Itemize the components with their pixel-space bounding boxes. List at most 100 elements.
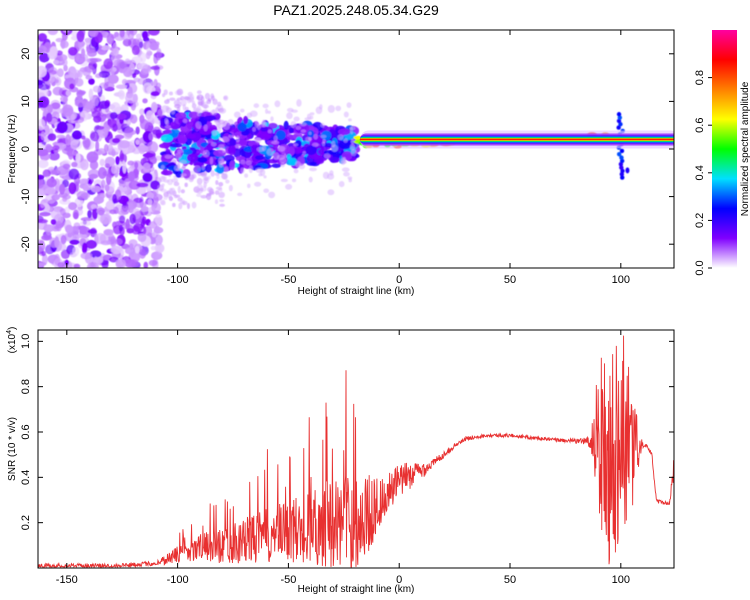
spectrogram-blob (156, 48, 162, 59)
spectrogram-blob (233, 111, 241, 118)
spectrogram-blob (41, 250, 46, 257)
spectrogram-blob (115, 84, 128, 90)
spectrogram-blob (175, 167, 182, 172)
spectrogram-blob (91, 96, 100, 107)
spectrogram-blob (38, 148, 49, 157)
spectrogram-blob (145, 110, 155, 121)
spectrogram-blob (261, 119, 266, 127)
spectrogram-blob (65, 134, 71, 146)
spectrogram-blob (141, 216, 147, 225)
spectrogram-blob (295, 160, 301, 168)
spectrogram-blob (93, 195, 105, 204)
spectrogram-blob (129, 213, 137, 225)
spectrogram-blob (64, 224, 74, 234)
spectrogram-blob (235, 143, 241, 149)
spectrogram-blob (175, 112, 187, 119)
spectrogram-heatmap (38, 30, 674, 268)
spectrogram-blob (620, 175, 625, 180)
spectrogram-blob (327, 105, 335, 113)
spectrogram-blob (90, 204, 97, 210)
spectrogram-blob (188, 111, 200, 119)
spectrogram-blob (273, 135, 278, 142)
spectrogram-blob (88, 78, 95, 85)
spectrogram-blob (68, 202, 78, 211)
spectrogram-blob (111, 164, 118, 175)
spectrogram-blob (204, 92, 211, 100)
spectrogram-blob (107, 74, 119, 84)
spectrogram-blob (265, 108, 269, 114)
spectrogram-blob (246, 112, 253, 119)
spectrogram-blob (56, 134, 66, 139)
colorbar-tick-label: 0.8 (694, 70, 706, 85)
spectrogram-blob (95, 125, 105, 130)
spectrogram-blob (38, 174, 45, 180)
spectrogram-blob (221, 136, 230, 143)
spectrogram-blob (101, 179, 106, 189)
spectrogram-blob (103, 144, 109, 153)
spectrogram-blob (155, 82, 161, 89)
spectrogram-blob (247, 183, 251, 189)
spectrogram-blob (262, 103, 269, 109)
snr-xlabel: Height of straight line (km) (298, 584, 415, 595)
spectrogram-blob (59, 183, 66, 195)
spectrogram-blob (137, 77, 146, 85)
spectrogram-blob (99, 158, 105, 167)
spectrogram-blob (620, 168, 625, 174)
spectrogram-blob (60, 234, 67, 245)
spectrogram-blob (69, 239, 80, 245)
snr-series (38, 335, 674, 568)
spectrogram-blob (67, 149, 74, 160)
spectrogram-blob (164, 154, 173, 159)
spectrogram-blob (141, 64, 152, 74)
spectrogram-blob (150, 91, 160, 97)
spectrogram-blob (172, 202, 176, 208)
x-tick-label: 50 (504, 574, 516, 586)
y-tick-label: 0.6 (20, 424, 32, 439)
spectrogram-blob (203, 124, 208, 132)
spectrogram-blob (141, 30, 149, 40)
spectrogram-blob (116, 59, 127, 71)
spectrogram-blob (171, 110, 176, 115)
spectrogram-blob (134, 161, 139, 169)
spectrogram-blob (353, 135, 362, 140)
spectrogram-blob (295, 125, 302, 130)
spectrogram-ylabel: Frequency (Hz) (7, 115, 18, 184)
spectrogram-blob (126, 228, 135, 234)
spectrogram-blob (616, 152, 622, 157)
spectrogram-blob (62, 163, 71, 170)
spectrogram-tone (359, 130, 674, 149)
spectrogram-blob (122, 66, 133, 78)
spectrogram-blob (180, 189, 186, 194)
spectrogram-blob (148, 259, 158, 267)
spectrogram-blob (211, 129, 218, 136)
spectrogram-blob (288, 127, 295, 134)
spectrogram-blob (337, 134, 344, 141)
spectrogram-blob (164, 100, 169, 105)
spectrogram-blob (319, 104, 323, 110)
spectrogram-blob (38, 240, 46, 252)
y-tick-label: 0.8 (20, 379, 32, 394)
spectrogram-blob (148, 221, 158, 229)
y-tick-label: 0.4 (20, 470, 32, 485)
spectrogram-blob (146, 191, 155, 200)
spectrogram-blob (119, 149, 125, 162)
spectrogram-blob (62, 30, 70, 33)
spectrogram-blob (307, 125, 315, 132)
spectrogram-blob (43, 224, 55, 233)
spectrogram-blob (139, 118, 149, 130)
spectrogram-blob (119, 30, 125, 38)
spectrogram-blob (207, 186, 213, 193)
spectrogram-blob (101, 124, 111, 133)
x-tick-label: -150 (56, 574, 78, 586)
spectrogram-blob (323, 153, 331, 159)
spectrogram-blob (97, 167, 107, 179)
spectrogram-blob (130, 114, 138, 124)
spectrogram-blob (160, 165, 165, 170)
spectrogram-blob (98, 209, 105, 216)
spectrogram-blob (253, 103, 260, 108)
colorbar-tick-label: 0.0 (694, 260, 706, 275)
spectrogram-blob (335, 105, 342, 112)
spectrogram-blob (128, 30, 135, 41)
spectrogram-blob (148, 30, 160, 36)
